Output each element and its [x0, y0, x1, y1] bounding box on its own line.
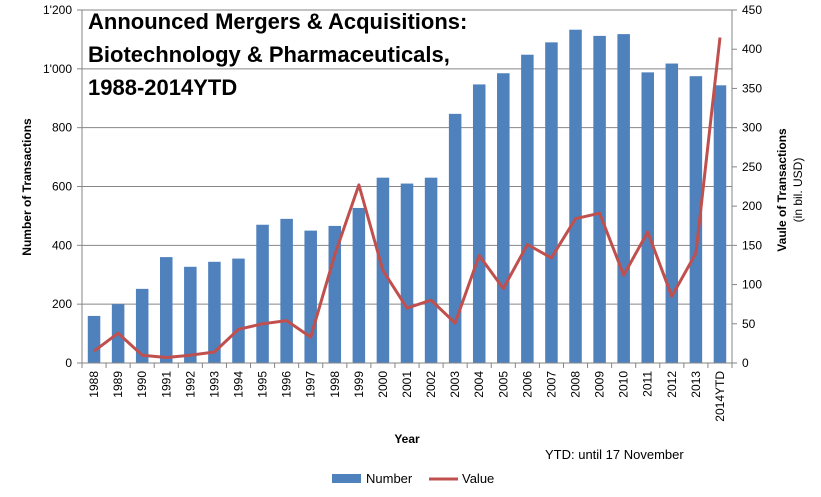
bar — [135, 288, 149, 363]
bar — [713, 85, 727, 363]
chart-title-line-2: Biotechnology & Pharmaceuticals, — [88, 42, 450, 67]
line-series-value — [93, 37, 722, 359]
y-axis-title-left: Number of Transactions — [20, 118, 34, 256]
x-tick-label: 1993 — [207, 371, 221, 398]
bar — [352, 207, 366, 363]
y-tick-left-label: 800 — [52, 121, 72, 135]
x-tick-label: 1991 — [159, 371, 173, 398]
legend-swatch-number — [332, 474, 361, 483]
x-tick-label: 2002 — [424, 371, 438, 398]
x-tick-label: 1997 — [304, 371, 318, 398]
bar — [569, 29, 582, 363]
bar — [304, 230, 317, 363]
axes — [77, 9, 737, 368]
x-tick-label: 2013 — [689, 371, 703, 398]
x-tick-label: 1988 — [87, 371, 101, 398]
y-tick-right-label: 300 — [742, 121, 762, 135]
x-tick-label: 2007 — [544, 371, 558, 398]
x-tick-label: 1990 — [135, 371, 149, 398]
bar — [641, 72, 654, 363]
chart-title-line-3: 1988-2014YTD — [88, 75, 238, 100]
y-tick-right-label: 400 — [742, 42, 762, 56]
x-tick-label: 2008 — [569, 371, 583, 398]
legend-label-value: Value — [462, 471, 495, 486]
x-tick-label: 1998 — [328, 371, 342, 398]
x-tick-label: 1992 — [183, 371, 197, 398]
y-tick-right-label: 0 — [742, 356, 749, 370]
bar — [593, 35, 606, 364]
bar — [497, 73, 510, 363]
x-tick-label: 2010 — [617, 371, 631, 398]
bar — [617, 34, 630, 363]
x-tick-label: 2006 — [520, 371, 534, 398]
x-tick-label: 1995 — [256, 371, 270, 398]
bar — [256, 224, 269, 363]
left-axis-ticks: 0 200 400 600 800 1'000 1'200 — [43, 3, 72, 370]
x-axis-title: Year — [394, 432, 420, 446]
y-tick-right-label: 450 — [742, 3, 762, 17]
x-tick-label: 2000 — [376, 371, 390, 398]
bar — [87, 315, 101, 363]
bar — [521, 54, 534, 364]
bar — [208, 261, 221, 363]
bar-series-number — [87, 29, 727, 364]
y-tick-right-label: 250 — [742, 160, 762, 174]
y-tick-right-label: 150 — [742, 238, 762, 252]
x-tick-label: 1996 — [280, 371, 294, 398]
x-axis-ticks: 1988 1989 1990 1991 1992 1993 1994 1995 1996 1997… — [87, 371, 727, 422]
x-tick-label: 2003 — [448, 371, 462, 398]
right-axis-ticks: 0 50 100 150 200 250 300 350 400 450 — [742, 3, 762, 370]
chart-title-line-1: Announced Mergers & Acquisitions: — [88, 9, 468, 34]
y-tick-right-label: 200 — [742, 199, 762, 213]
bar — [424, 177, 438, 363]
bar — [184, 266, 197, 363]
x-tick-label: 2014YTD — [713, 371, 727, 422]
legend-label-number: Number — [366, 471, 413, 486]
y-tick-right-label: 50 — [742, 317, 756, 331]
x-tick-label: 2005 — [496, 371, 510, 398]
x-tick-label: 1989 — [111, 371, 125, 398]
y-axis-unit-right: (in bil. USD) — [791, 158, 805, 223]
bar — [689, 76, 703, 363]
x-tick-label: 1999 — [352, 371, 366, 398]
bar — [400, 183, 414, 363]
y-axis-title-right: Vaule of Transactions — [775, 128, 789, 252]
bar — [160, 257, 173, 363]
x-tick-label: 1994 — [232, 371, 246, 398]
bar — [232, 258, 245, 363]
y-tick-right-label: 100 — [742, 278, 762, 292]
x-tick-label: 2001 — [400, 371, 414, 398]
bar — [448, 113, 462, 363]
bar — [280, 218, 293, 363]
bar — [665, 63, 679, 364]
y-tick-right-label: 350 — [742, 81, 762, 95]
x-tick-label: 2009 — [593, 371, 607, 398]
x-tick-label: 2004 — [472, 371, 486, 398]
y-tick-left-label: 0 — [65, 356, 72, 370]
value-line — [93, 37, 722, 359]
y-tick-left-label: 200 — [52, 297, 72, 311]
x-tick-label: 2011 — [641, 371, 655, 397]
y-tick-left-label: 1'000 — [43, 62, 72, 76]
legend — [332, 474, 458, 483]
bar — [472, 84, 486, 363]
y-tick-left-label: 1'200 — [43, 3, 72, 17]
bar — [545, 42, 558, 363]
x-tick-label: 2012 — [665, 371, 679, 398]
y-tick-left-label: 400 — [52, 238, 72, 252]
y-tick-left-label: 600 — [52, 180, 72, 194]
ytd-footnote: YTD: until 17 November — [545, 447, 684, 462]
